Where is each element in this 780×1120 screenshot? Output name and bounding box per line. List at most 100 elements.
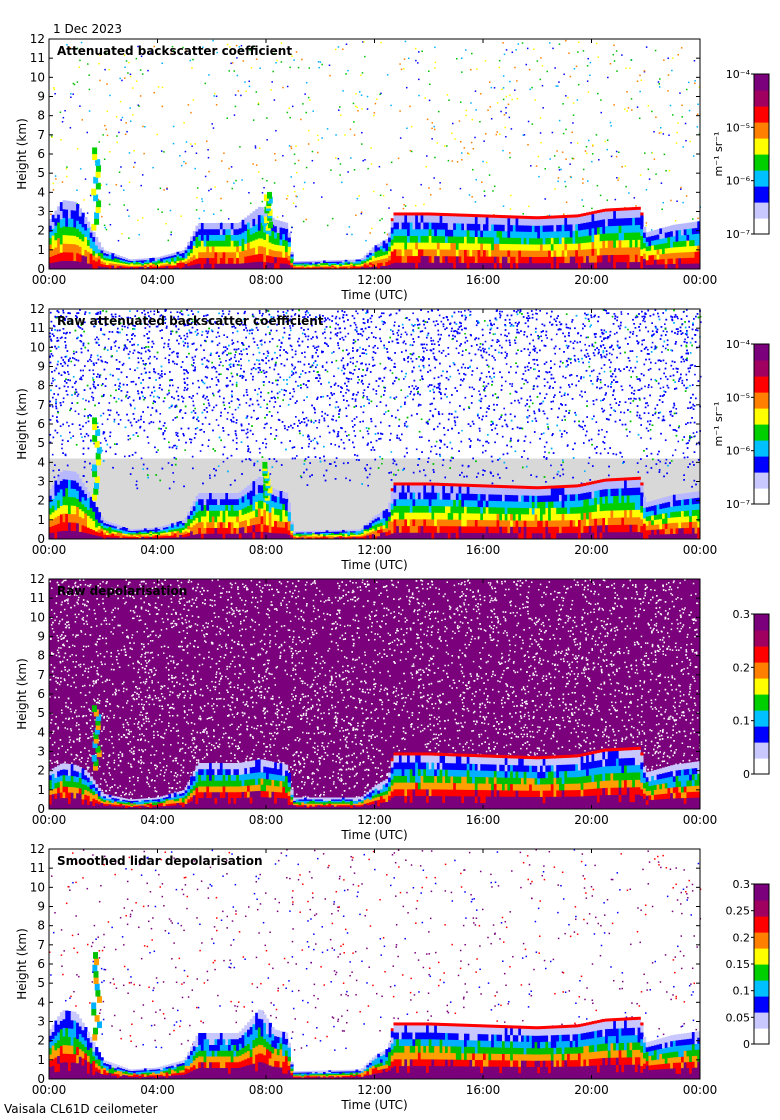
noise-pixel	[631, 98, 633, 100]
noise-pixel	[645, 465, 647, 467]
noise-pixel	[437, 341, 439, 343]
noise-pixel	[363, 392, 365, 394]
noise-pixel	[125, 134, 127, 136]
noise-pixel	[127, 72, 129, 74]
noise-pixel	[269, 401, 271, 403]
noise-pixel	[306, 417, 308, 419]
plume-cell	[96, 200, 101, 207]
noise-pixel	[489, 81, 491, 83]
noise-pixel	[470, 69, 472, 71]
noise-pixel	[259, 68, 261, 70]
noise-pixel	[429, 100, 431, 102]
noise-pixel	[168, 392, 170, 394]
noise-pixel	[91, 396, 93, 398]
noise-pixel	[565, 186, 567, 188]
noise-pixel	[170, 234, 172, 236]
noise-pixel	[664, 323, 666, 325]
noise-pixel	[615, 199, 617, 201]
noise-pixel	[421, 436, 423, 438]
noise-pixel	[512, 52, 514, 54]
noise-pixel	[411, 126, 413, 128]
noise-pixel	[313, 182, 315, 184]
noise-pixel	[696, 444, 698, 446]
noise-pixel	[641, 79, 643, 81]
noise-pixel	[562, 151, 564, 153]
noise-pixel	[186, 141, 188, 143]
noise-pixel	[405, 41, 407, 43]
noise-pixel	[171, 352, 173, 354]
noise-pixel	[262, 192, 264, 194]
noise-pixel	[214, 93, 216, 95]
noise-pixel	[262, 178, 264, 180]
plume-cell	[93, 177, 98, 184]
noise-pixel	[680, 188, 682, 190]
noise-pixel	[505, 112, 507, 114]
noise-pixel	[546, 71, 548, 73]
noise-pixel	[216, 377, 218, 379]
plume-cell	[96, 171, 101, 178]
noise-pixel	[142, 217, 144, 219]
noise-pixel	[234, 70, 236, 72]
noise-pixel	[415, 205, 417, 207]
noise-pixel	[118, 240, 120, 242]
noise-pixel	[681, 47, 683, 49]
noise-pixel	[157, 209, 159, 211]
noise-pixel	[104, 69, 106, 71]
noise-pixel	[102, 423, 104, 425]
noise-pixel	[655, 173, 657, 175]
noise-pixel	[494, 87, 496, 89]
plume-cell	[93, 195, 98, 202]
noise-pixel	[295, 145, 297, 147]
noise-pixel	[355, 215, 357, 217]
noise-pixel	[417, 62, 419, 64]
noise-pixel	[651, 111, 653, 113]
noise-pixel	[342, 49, 344, 51]
noise-pixel	[671, 70, 673, 72]
noise-pixel	[499, 311, 501, 313]
noise-pixel	[409, 106, 411, 108]
noise-pixel	[467, 153, 469, 155]
date-label: 1 Dec 2023	[53, 22, 122, 36]
noise-pixel	[119, 172, 121, 174]
noise-pixel	[116, 116, 118, 118]
noise-pixel	[77, 395, 79, 397]
layer-cell	[98, 242, 101, 246]
noise-pixel	[508, 104, 510, 106]
noise-pixel	[289, 145, 291, 147]
panel-title: Attenuated backscatter coefficient	[57, 44, 292, 58]
noise-pixel	[327, 426, 329, 428]
noise-pixel	[304, 351, 306, 353]
noise-pixel	[346, 234, 348, 236]
noise-pixel	[552, 48, 554, 50]
noise-pixel	[294, 191, 296, 193]
noise-pixel	[423, 204, 425, 206]
noise-pixel	[333, 351, 335, 353]
noise-pixel	[161, 211, 163, 213]
noise-pixel	[329, 75, 331, 77]
noise-pixel	[483, 140, 485, 142]
noise-pixel	[282, 87, 284, 89]
noise-pixel	[556, 150, 558, 152]
noise-pixel	[475, 109, 477, 111]
noise-pixel	[433, 126, 435, 128]
noise-pixel	[552, 132, 554, 134]
noise-pixel	[345, 73, 347, 75]
noise-pixel	[456, 340, 458, 342]
noise-pixel	[185, 163, 187, 165]
noise-pixel	[54, 93, 56, 95]
noise-pixel	[496, 131, 498, 133]
noise-pixel	[616, 151, 618, 153]
noise-pixel	[538, 156, 540, 158]
noise-pixel	[332, 218, 334, 220]
noise-pixel	[197, 187, 199, 189]
y-tick-label: 4	[37, 185, 45, 199]
noise-pixel	[179, 155, 181, 157]
noise-pixel	[424, 97, 426, 99]
noise-pixel	[53, 183, 55, 185]
noise-pixel	[304, 182, 306, 184]
noise-pixel	[250, 203, 252, 205]
noise-pixel	[555, 85, 557, 87]
noise-pixel	[597, 185, 599, 187]
noise-pixel	[190, 143, 192, 145]
noise-pixel	[318, 67, 320, 69]
